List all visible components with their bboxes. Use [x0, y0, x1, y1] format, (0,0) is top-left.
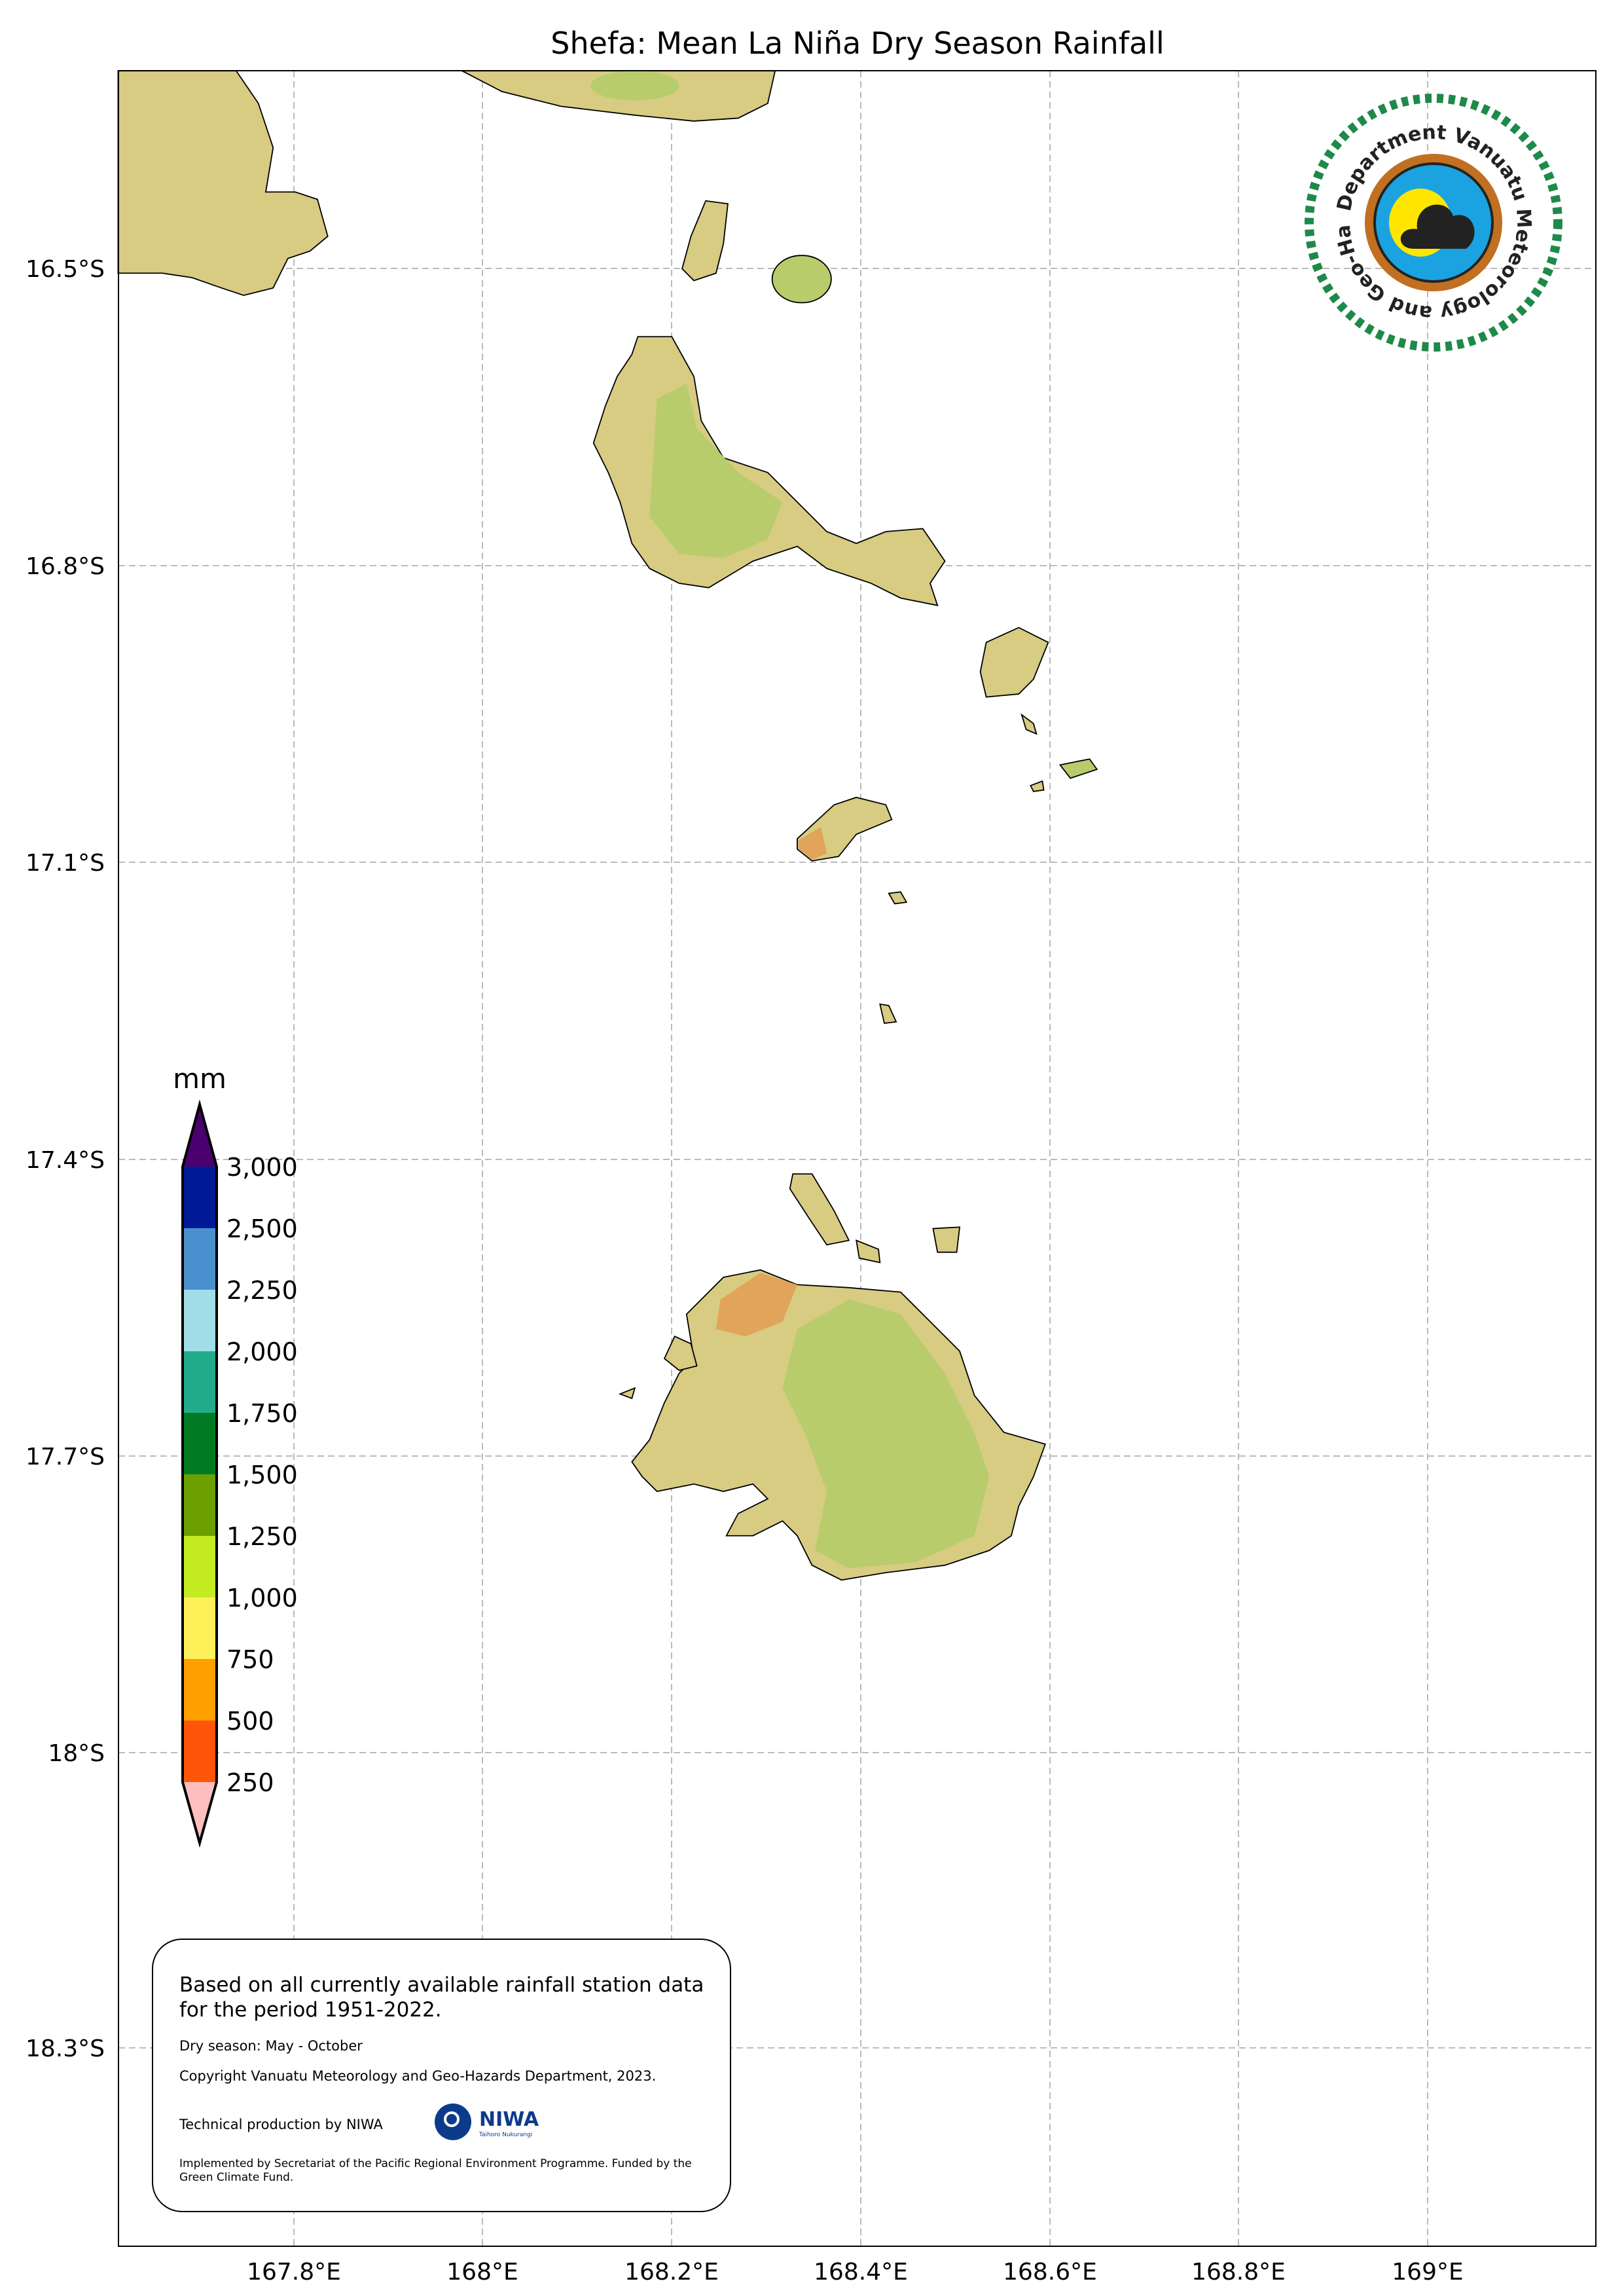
lon-label: 168.8°E: [1191, 2259, 1286, 2286]
colorbar-label: 2,500: [226, 1214, 298, 1243]
colorbar-segment: [183, 1228, 217, 1290]
funding-note: Implemented by Secretariat of the Pacifi…: [179, 2157, 692, 2184]
colorbar-segment: [183, 1413, 217, 1475]
colorbar-unit: mm: [173, 1063, 226, 1095]
season-note: Dry season: May - October: [179, 2038, 363, 2054]
colorbar: mm 3,000 2,500 2,250 2,000 1,750 1,500 1,250 1,…: [173, 1063, 298, 1848]
vmgd-logo: Department Vanuatu Meteorology and Geo-H…: [1305, 94, 1562, 352]
island-nguna: [789, 1173, 850, 1246]
lon-label: 167.8°E: [247, 2259, 341, 2286]
colorbar-segment: [183, 1721, 217, 1783]
island-lopevi: [771, 255, 832, 304]
land: [117, 70, 1098, 1581]
info-box: Based on all currently available rainfal…: [152, 1939, 731, 2212]
efate-north-coast: [715, 1273, 797, 1337]
longitude-labels: 167.8°E 168°E 168.2°E 168.4°E 168.6°E 168.8°E…: [247, 2259, 1464, 2286]
island-malakula: [117, 70, 329, 297]
island-makura: [888, 891, 908, 905]
colorbar-label: 1,000: [226, 1584, 298, 1613]
copyright-note: Copyright Vanuatu Meteorology and Geo-Ha…: [179, 2068, 657, 2084]
colorbar-segment: [183, 1474, 217, 1537]
colorbar-segment: [183, 1351, 217, 1413]
island-tongariki: [1058, 758, 1098, 779]
map-frame: [118, 70, 1597, 2247]
gridlines: [118, 71, 1596, 2246]
colorbar-label: 1,750: [226, 1399, 298, 1428]
technical-note: Technical production by NIWA: [179, 2117, 383, 2132]
lat-label: 17.7°S: [26, 1444, 105, 1470]
island-tongoa: [979, 627, 1049, 698]
lon-label: 168.6°E: [1003, 2259, 1097, 2286]
map-title: Shefa: Mean La Niña Dry Season Rainfall: [550, 26, 1164, 61]
epi-highlands: [649, 384, 783, 558]
island-paama: [681, 200, 729, 282]
lat-label: 17.4°S: [26, 1147, 105, 1174]
niwa-wordmark: NIWA: [479, 2108, 539, 2131]
lon-label: 169°E: [1392, 2259, 1463, 2286]
niwa-logo: NIWA Taihoro Nukurangi: [433, 2100, 551, 2145]
efate-interior: [782, 1299, 990, 1569]
island-ambrym-peak: [590, 71, 679, 101]
colorbar-segment: [183, 1597, 217, 1660]
latitude-labels: 16.5°S 16.8°S 17.1°S 17.4°S 17.7°S 18°S 18.3°S: [26, 256, 105, 2062]
island-hat: [663, 1336, 698, 1372]
colorbar-segment: [183, 1167, 217, 1229]
colorbar-extend-max: [183, 1104, 217, 1167]
colorbar-label: 500: [226, 1707, 274, 1736]
lon-label: 168.4°E: [814, 2259, 908, 2286]
niwa-swirl-icon: [435, 2104, 471, 2140]
data-note: Based on all currently available rainfal…: [179, 1973, 704, 2022]
island-emao: [932, 1226, 961, 1253]
island-pele: [856, 1239, 881, 1264]
lat-label: 17.1°S: [26, 850, 105, 877]
emae-west: [799, 827, 827, 860]
niwa-subtitle: Taihoro Nukurangi: [478, 2132, 532, 2138]
colorbar-outline: [181, 1099, 218, 1848]
colorbar-label: 1,500: [226, 1461, 298, 1489]
lat-label: 18.3°S: [26, 2035, 105, 2062]
lat-label: 16.8°S: [26, 553, 105, 580]
colorbar-segment: [183, 1290, 217, 1352]
island-small: [1020, 713, 1038, 735]
colorbar-label: 2,000: [226, 1338, 298, 1366]
lat-label: 18°S: [48, 1740, 105, 1767]
colorbar-label: 2,250: [226, 1276, 298, 1305]
colorbar-label: 1,250: [226, 1522, 298, 1551]
colorbar-label: 250: [226, 1768, 274, 1797]
lon-label: 168°E: [446, 2259, 518, 2286]
island-small: [618, 1387, 636, 1400]
island-small: [1030, 780, 1045, 792]
colorbar-label: 750: [226, 1645, 274, 1674]
colorbar-segment: [183, 1659, 217, 1721]
lon-label: 168.2°E: [624, 2259, 719, 2286]
colorbar-extend-min: [183, 1782, 217, 1843]
cloud-icon: [1400, 204, 1475, 249]
colorbar-label: 3,000: [226, 1153, 298, 1182]
laurel-wreath-icon: [1305, 94, 1562, 352]
colorbar-segment: [183, 1536, 217, 1598]
island-mataso: [879, 1003, 897, 1025]
lat-label: 16.5°S: [26, 256, 105, 283]
